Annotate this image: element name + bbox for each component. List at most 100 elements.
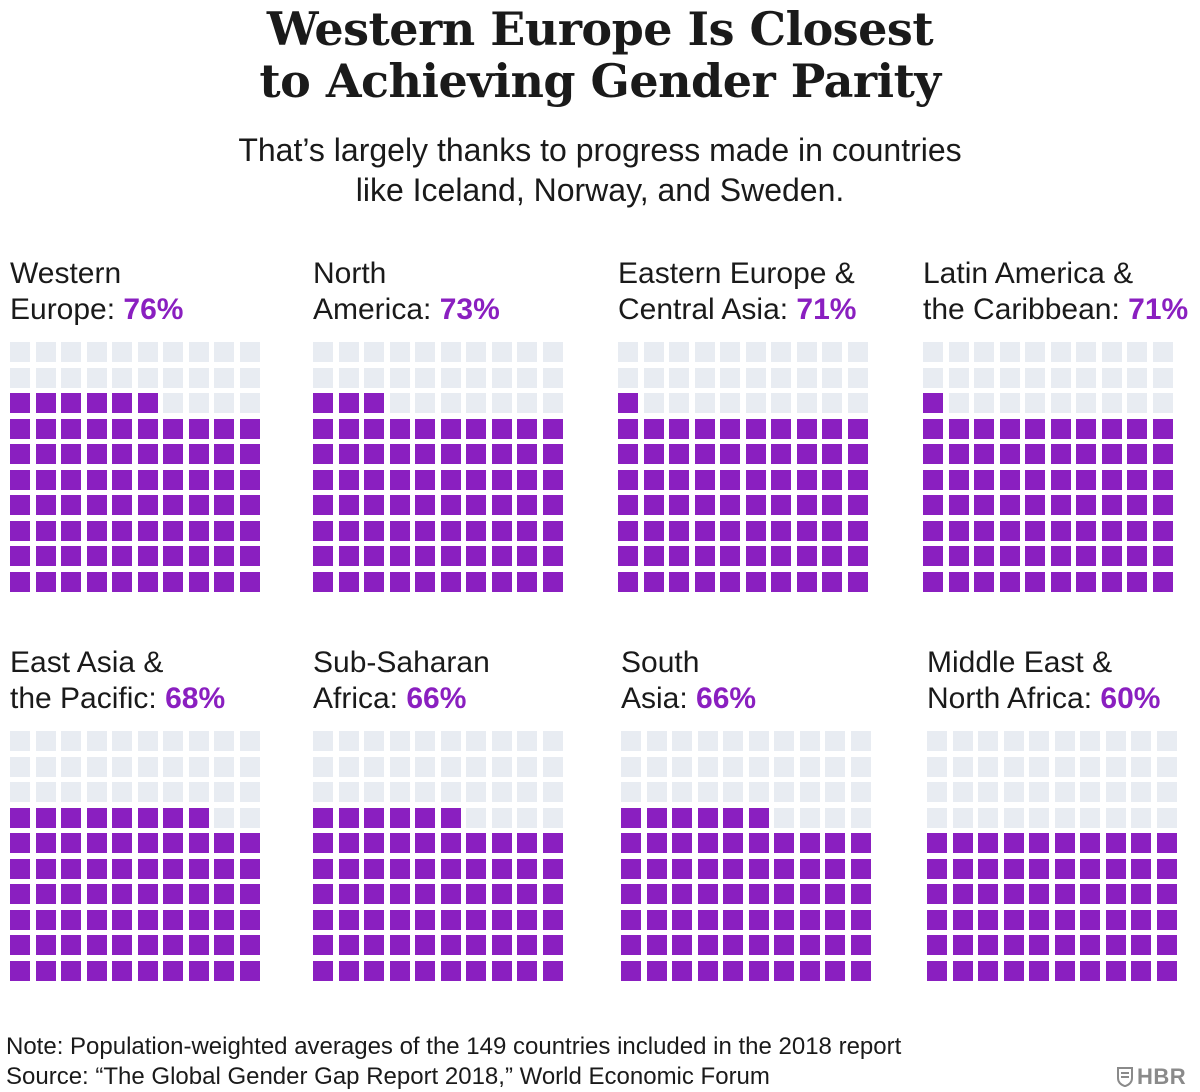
- waffle-cell-filled: [10, 546, 30, 566]
- waffle-cell-empty: [517, 731, 537, 751]
- waffle-cell-empty: [999, 367, 1020, 388]
- waffle-cell-filled: [796, 469, 817, 490]
- waffle-cell-empty: [1131, 782, 1151, 802]
- waffle-cell-filled: [948, 546, 969, 566]
- panel-label: Middle East & North Africa: 60%: [927, 645, 1200, 717]
- waffle-cell-empty: [239, 807, 260, 828]
- waffle-cell-filled: [1025, 571, 1045, 592]
- waffle-cell-empty: [163, 393, 183, 413]
- waffle-cell-filled: [137, 495, 158, 515]
- waffle-cell-filled: [771, 571, 791, 592]
- waffle-cell-filled: [137, 444, 158, 464]
- waffle-cell-filled: [338, 393, 359, 413]
- waffle-cell-empty: [720, 367, 740, 388]
- waffle-cell-filled: [214, 833, 234, 853]
- waffle-cell-filled: [1127, 520, 1147, 541]
- panel-label-region: the Pacific:: [10, 682, 166, 715]
- waffle-cell-empty: [923, 342, 943, 362]
- waffle-cell-filled: [35, 393, 56, 413]
- waffle-cell-filled: [61, 444, 81, 464]
- waffle-cell-filled: [415, 469, 435, 490]
- waffle-cell-filled: [952, 833, 973, 853]
- waffle-cell-empty: [1025, 342, 1045, 362]
- waffle-cell-filled: [1156, 909, 1177, 930]
- waffle-cell-empty: [364, 782, 384, 802]
- waffle-cell-filled: [923, 418, 943, 439]
- waffle-cell-filled: [948, 418, 969, 439]
- waffle-cell-filled: [999, 495, 1020, 515]
- waffle-cell-filled: [440, 444, 461, 464]
- waffle-cell-filled: [1131, 935, 1151, 955]
- waffle-cell-empty: [672, 782, 692, 802]
- waffle-cell-empty: [669, 342, 689, 362]
- waffle-cell-empty: [974, 342, 994, 362]
- waffle-cell-filled: [415, 495, 435, 515]
- waffle-cell-filled: [415, 833, 435, 853]
- waffle-cell-filled: [1029, 858, 1049, 879]
- waffle-cell-filled: [517, 858, 537, 879]
- waffle-cell-filled: [1131, 909, 1151, 930]
- waffle-cell-filled: [415, 935, 435, 955]
- waffle-cell-filled: [850, 935, 871, 955]
- waffle-cell-filled: [646, 960, 667, 981]
- waffle-cell-filled: [163, 960, 183, 981]
- waffle-cell-filled: [1029, 884, 1049, 904]
- waffle-cell-filled: [822, 571, 842, 592]
- waffle-cell-empty: [491, 756, 512, 777]
- waffle-cell-filled: [799, 909, 820, 930]
- waffle-cell-filled: [774, 960, 794, 981]
- waffle-cell-empty: [646, 756, 667, 777]
- waffle-cell-empty: [694, 342, 715, 362]
- waffle-cell-filled: [978, 858, 998, 879]
- waffle-cell-filled: [796, 495, 817, 515]
- waffle-cell-empty: [1054, 756, 1075, 777]
- waffle-cell-filled: [163, 495, 183, 515]
- waffle-cell-filled: [1101, 520, 1122, 541]
- waffle-cell-empty: [137, 731, 158, 751]
- waffle-panel: Sub-Saharan Africa: 66%: [313, 645, 593, 981]
- waffle-cell-filled: [364, 884, 384, 904]
- waffle-grid: [618, 342, 870, 592]
- waffle-cell-filled: [35, 960, 56, 981]
- panel-label-region: Asia:: [621, 682, 697, 715]
- waffle-cell-empty: [1131, 756, 1151, 777]
- waffle-cell-filled: [517, 884, 537, 904]
- waffle-cell-filled: [188, 833, 209, 853]
- waffle-cell-filled: [313, 935, 333, 955]
- waffle-cell-empty: [618, 367, 638, 388]
- waffle-cell-empty: [720, 393, 740, 413]
- waffle-cell-filled: [440, 418, 461, 439]
- waffle-cell-filled: [799, 858, 820, 879]
- waffle-cell-filled: [1050, 571, 1071, 592]
- waffle-cell-filled: [948, 495, 969, 515]
- waffle-cell-filled: [415, 418, 435, 439]
- waffle-cell-filled: [1029, 833, 1049, 853]
- waffle-cell-filled: [389, 960, 410, 981]
- waffle-cell-empty: [389, 731, 410, 751]
- waffle-cell-filled: [771, 520, 791, 541]
- waffle-cell-filled: [1076, 520, 1096, 541]
- waffle-cell-empty: [239, 342, 260, 362]
- waffle-cell-filled: [1080, 858, 1100, 879]
- waffle-cell-empty: [697, 731, 718, 751]
- waffle-cell-filled: [338, 444, 359, 464]
- waffle-cell-filled: [1152, 495, 1173, 515]
- waffle-cell-filled: [694, 444, 715, 464]
- waffle-cell-filled: [1025, 469, 1045, 490]
- panel-value-label: 66%: [696, 682, 757, 715]
- waffle-cell-filled: [621, 909, 641, 930]
- waffle-cell-filled: [364, 495, 384, 515]
- waffle-cell-empty: [796, 342, 817, 362]
- panel-value-label: 68%: [165, 682, 226, 715]
- waffle-cell-filled: [1050, 444, 1071, 464]
- waffle-cell-filled: [825, 884, 845, 904]
- waffle-cell-filled: [137, 469, 158, 490]
- waffle-cell-filled: [86, 418, 107, 439]
- waffle-cell-filled: [239, 418, 260, 439]
- waffle-cell-filled: [214, 858, 234, 879]
- waffle-cell-empty: [1101, 367, 1122, 388]
- waffle-cell-empty: [364, 367, 384, 388]
- waffle-cell-empty: [850, 731, 871, 751]
- waffle-cell-filled: [1076, 444, 1096, 464]
- waffle-cell-filled: [948, 469, 969, 490]
